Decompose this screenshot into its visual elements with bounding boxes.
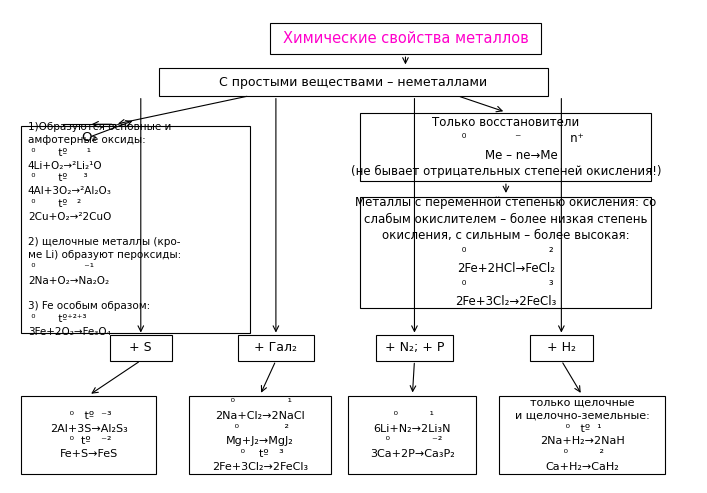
Text: Только восстановители
         ⁰             ⁻             n⁺
        Me – ne→Me: Только восстановители ⁰ ⁻ n⁺ Me – ne→Me bbox=[351, 116, 661, 178]
FancyBboxPatch shape bbox=[160, 68, 547, 96]
Text: + N₂; + P: + N₂; + P bbox=[385, 342, 444, 354]
FancyBboxPatch shape bbox=[349, 396, 477, 474]
Text: ⁰         ¹
6Li+N₂→2Li₃N
 ⁰            ⁻²
3Ca+2P→Ca₃P₂: ⁰ ¹ 6Li+N₂→2Li₃N ⁰ ⁻² 3Ca+2P→Ca₃P₂ bbox=[370, 411, 455, 459]
Text: только щелочные
и щелочно-земельные:
 ⁰   tº  ¹
2Na+H₂→2NaH
 ⁰         ²
Ca+H₂→C: только щелочные и щелочно-земельные: ⁰ t… bbox=[515, 398, 650, 472]
FancyBboxPatch shape bbox=[63, 124, 115, 150]
Text: Химические свойства металлов: Химические свойства металлов bbox=[283, 31, 528, 46]
FancyBboxPatch shape bbox=[530, 335, 592, 360]
Text: Металлы с переменной степенью окисления: со
слабым окислителем – более низкая ст: Металлы с переменной степенью окисления:… bbox=[356, 196, 657, 308]
Text: ⁰   tº  ⁻³
2Al+3S→Al₂S₃
 ⁰  tº   ⁻²
Fe+S→FeS: ⁰ tº ⁻³ 2Al+3S→Al₂S₃ ⁰ tº ⁻² Fe+S→FeS bbox=[50, 411, 128, 459]
Text: + Гал₂: + Гал₂ bbox=[255, 342, 298, 354]
Text: + H₂: + H₂ bbox=[547, 342, 576, 354]
Text: 1)Образуются основные и
амфотерные оксиды:
 ⁰       tº      ¹
4Li+O₂→²Li₂¹O
 ⁰  : 1)Образуются основные и амфотерные оксид… bbox=[28, 122, 181, 337]
Text: С простыми веществами – неметаллами: С простыми веществами – неметаллами bbox=[219, 76, 488, 89]
Text: + S: + S bbox=[129, 342, 152, 354]
Text: O₂: O₂ bbox=[81, 131, 97, 144]
FancyBboxPatch shape bbox=[110, 335, 172, 360]
FancyBboxPatch shape bbox=[189, 396, 331, 474]
FancyBboxPatch shape bbox=[376, 335, 452, 360]
FancyBboxPatch shape bbox=[21, 126, 250, 333]
FancyBboxPatch shape bbox=[238, 335, 314, 360]
FancyBboxPatch shape bbox=[361, 197, 651, 308]
Text: ⁰               ¹
2Na+Cl₂→2NaCl
 ⁰             ²
Mg+J₂→MgJ₂
 ⁰    tº   ³
2Fe+3Cl: ⁰ ¹ 2Na+Cl₂→2NaCl ⁰ ² Mg+J₂→MgJ₂ ⁰ tº ³ … bbox=[212, 398, 308, 472]
FancyBboxPatch shape bbox=[361, 113, 651, 181]
FancyBboxPatch shape bbox=[21, 396, 156, 474]
FancyBboxPatch shape bbox=[270, 23, 541, 54]
FancyBboxPatch shape bbox=[499, 396, 665, 474]
